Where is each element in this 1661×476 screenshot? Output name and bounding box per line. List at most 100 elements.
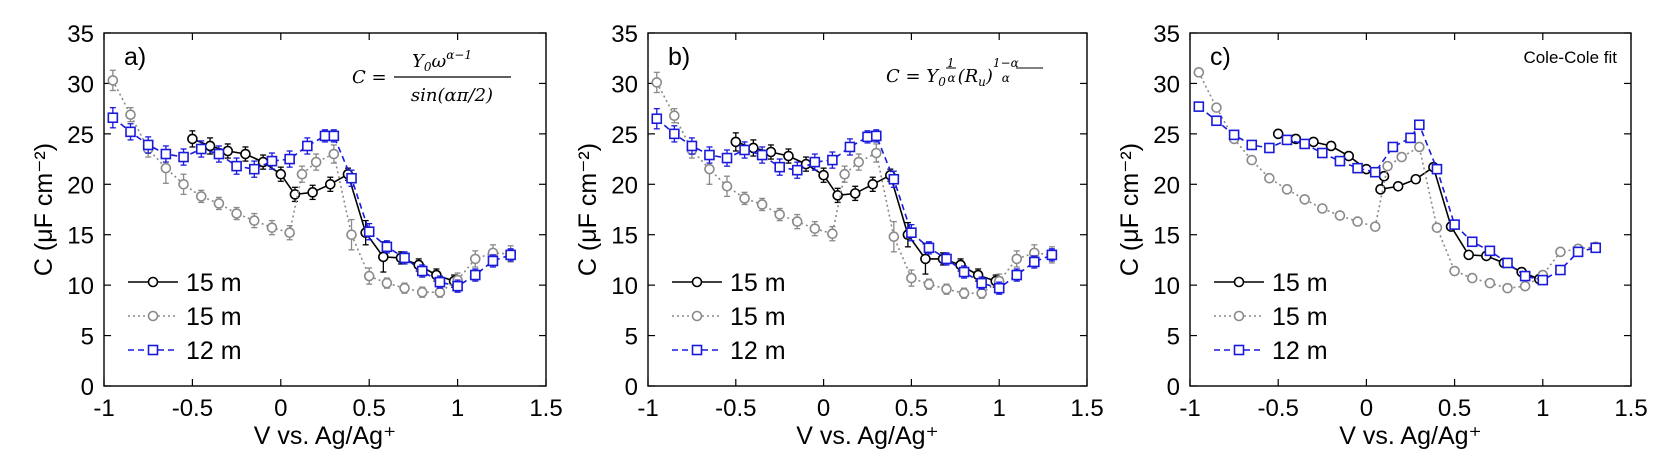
eq-part: C = Y xyxy=(886,66,940,87)
data-point xyxy=(1519,280,1531,292)
equation-annotation: C = Y01 α (Ru)1−α α xyxy=(886,56,1043,89)
data-point xyxy=(651,77,663,88)
eq-part: ) xyxy=(985,66,993,87)
data-point xyxy=(1519,270,1531,282)
y-tick-label: 5 xyxy=(1167,324,1180,351)
x-tick-label: 0.5 xyxy=(1438,395,1471,422)
data-point xyxy=(452,280,463,292)
data-point xyxy=(416,265,428,277)
data-point xyxy=(1555,246,1566,258)
x-tick-label: 1 xyxy=(993,395,1006,422)
data-point xyxy=(381,277,393,289)
x-tick-label: -0.5 xyxy=(172,395,213,422)
eq-sup: α−1 xyxy=(446,48,472,62)
eq-part: (R xyxy=(958,66,979,87)
data-point xyxy=(958,287,970,299)
data-point xyxy=(993,282,1005,294)
data-point xyxy=(730,136,742,148)
data-point xyxy=(1246,154,1258,166)
data-point xyxy=(296,168,308,180)
data-point xyxy=(1264,172,1275,184)
y-tick-label: 35 xyxy=(67,21,94,48)
data-point xyxy=(240,148,251,160)
data-point xyxy=(1431,163,1443,175)
legend: 15 m 15 m 12 m xyxy=(1214,269,1328,365)
data-point xyxy=(346,172,357,184)
data-point xyxy=(125,126,136,138)
data-point xyxy=(363,270,375,282)
series-1 xyxy=(730,132,1001,288)
data-point xyxy=(266,222,278,233)
x-tick-label: 1.5 xyxy=(529,395,562,422)
data-point xyxy=(739,144,750,156)
data-point xyxy=(142,139,154,151)
data-point xyxy=(248,163,260,175)
data-point xyxy=(923,278,935,290)
series-line xyxy=(1198,71,1596,290)
data-point xyxy=(818,169,829,181)
series-line xyxy=(1198,105,1596,281)
data-point xyxy=(1343,150,1355,162)
data-point xyxy=(266,155,278,167)
data-point xyxy=(1449,219,1460,230)
data-point xyxy=(1387,141,1399,153)
legend-marker xyxy=(1233,276,1245,288)
data-point xyxy=(1396,151,1407,163)
data-point xyxy=(1308,136,1319,148)
panel-label: a) xyxy=(124,43,146,71)
data-point xyxy=(1410,173,1422,185)
y-tick-label: 25 xyxy=(1153,122,1180,149)
y-tick-label: 20 xyxy=(611,172,638,199)
data-point xyxy=(844,141,856,153)
x-tick-label: 0.5 xyxy=(353,395,386,422)
series-line xyxy=(112,80,511,293)
legend-marker xyxy=(691,310,703,322)
eq-part: 1 xyxy=(947,56,955,70)
data-point xyxy=(1463,249,1475,261)
data-point xyxy=(1449,265,1460,277)
x-axis-title: V vs. Ag/Ag⁺ xyxy=(254,422,396,450)
legend-marker xyxy=(1233,310,1245,322)
data-point xyxy=(941,253,952,265)
data-point xyxy=(888,173,900,185)
panel-label: c) xyxy=(1210,43,1231,71)
plot-frame xyxy=(103,32,547,387)
data-point xyxy=(1537,274,1549,286)
data-point xyxy=(920,253,931,265)
y-tick-label: 5 xyxy=(625,324,638,351)
data-point xyxy=(1484,245,1496,257)
data-point xyxy=(1369,221,1381,232)
data-point xyxy=(231,208,242,219)
data-point xyxy=(809,156,821,168)
data-point xyxy=(976,277,987,289)
data-point xyxy=(1317,147,1328,159)
legend-marker xyxy=(147,310,159,322)
y-axis-title: C (μF cm⁻²) xyxy=(30,143,58,276)
data-point xyxy=(284,153,295,165)
x-tick-label: 1 xyxy=(1536,395,1549,422)
legend: 15 m 15 m 12 m xyxy=(128,269,242,365)
legend-label: 12 m xyxy=(730,337,786,365)
legend-label: 12 m xyxy=(1272,337,1328,365)
data-point xyxy=(1414,141,1425,153)
data-point xyxy=(1352,162,1363,174)
data-point xyxy=(195,143,207,155)
data-point xyxy=(1228,129,1240,141)
data-point xyxy=(1046,249,1058,261)
data-point xyxy=(862,131,873,143)
data-point xyxy=(363,226,375,237)
x-tick-label: -0.5 xyxy=(1258,395,1299,422)
x-tick-label: 0.5 xyxy=(895,395,928,422)
data-point xyxy=(231,160,242,172)
data-point xyxy=(160,162,172,174)
data-point xyxy=(378,251,389,263)
data-point xyxy=(809,223,821,234)
data-point xyxy=(1352,216,1363,227)
x-tick-label: 1.5 xyxy=(1070,395,1103,422)
data-point xyxy=(1299,138,1310,150)
y-tick-label: 30 xyxy=(611,71,638,98)
y-tick-label: 35 xyxy=(1153,21,1180,48)
data-point xyxy=(307,187,318,198)
